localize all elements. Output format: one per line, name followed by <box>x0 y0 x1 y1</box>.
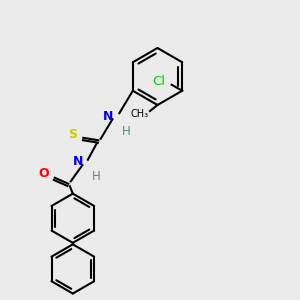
Text: S: S <box>68 128 77 141</box>
Text: O: O <box>38 167 49 180</box>
Text: N: N <box>103 110 113 123</box>
Text: N: N <box>73 155 83 168</box>
Text: CH₃: CH₃ <box>130 109 148 119</box>
Text: Cl: Cl <box>153 75 166 88</box>
Text: H: H <box>92 170 101 183</box>
Text: H: H <box>122 125 131 138</box>
